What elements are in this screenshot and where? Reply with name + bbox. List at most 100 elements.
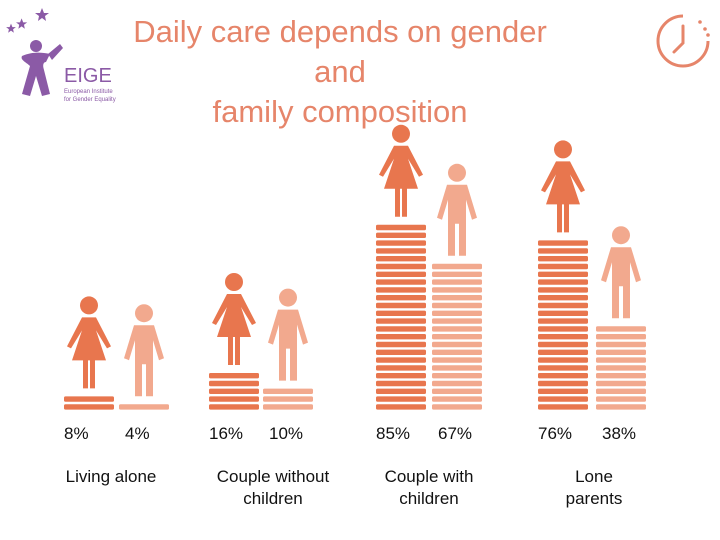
clock-icon: [656, 14, 710, 68]
data-label: 4%: [125, 424, 150, 443]
category-label: Living alone: [65, 467, 157, 486]
page-title-line1: Daily care depends on gender and: [133, 14, 547, 89]
bar-stripe: [376, 341, 426, 348]
bar-stripe: [596, 349, 646, 355]
bar-men-0: [119, 404, 169, 410]
bar-stripe: [432, 373, 482, 379]
bar-stripe: [596, 404, 646, 410]
bar-stripe: [432, 380, 482, 387]
bar-stripe: [376, 357, 426, 363]
bar-stripe: [596, 380, 646, 387]
bar-stripe: [376, 271, 426, 277]
bar-stripe: [376, 240, 426, 246]
bar-stripe: [432, 271, 482, 277]
bar-stripe: [538, 271, 588, 277]
eige-logo-icon: EIGE European Institute for Gender Equal…: [6, 8, 116, 103]
bar-stripe: [538, 240, 588, 246]
bar-women-0: [64, 396, 114, 410]
woman-icon: [541, 140, 585, 233]
bar-stripe: [432, 287, 482, 293]
bar-stripe: [538, 310, 588, 316]
bar-stripe: [376, 334, 426, 340]
bar-stripe: [538, 357, 588, 363]
bar-stripe: [538, 287, 588, 293]
bar-stripe: [64, 396, 114, 402]
bar-stripe: [538, 365, 588, 371]
bar-stripe: [538, 373, 588, 379]
bar-stripe: [376, 326, 426, 332]
data-label: 8%: [64, 424, 89, 443]
bar-stripe: [432, 334, 482, 340]
bar-stripe: [432, 295, 482, 301]
bar-stripe: [376, 279, 426, 285]
svg-text:European Institute: European Institute: [64, 89, 113, 95]
bar-stripe: [596, 341, 646, 348]
category-label: Couple with children: [384, 467, 474, 508]
svg-text:for Gender Equality: for Gender Equality: [64, 97, 116, 103]
bar-stripe: [538, 263, 588, 270]
bar-stripe: [376, 396, 426, 402]
bar-stripe: [376, 310, 426, 316]
bar-stripe: [596, 396, 646, 402]
data-label: 10%: [269, 424, 304, 443]
bar-stripe: [376, 388, 426, 394]
bar-stripe: [538, 380, 588, 387]
bar-stripe: [209, 388, 259, 394]
bar-stripe: [64, 404, 114, 410]
bar-stripe: [432, 263, 482, 270]
woman-icon: [379, 124, 423, 217]
bar-stripe: [432, 349, 482, 355]
bar-stripe: [263, 396, 313, 402]
bar-men-1: [263, 388, 313, 410]
svg-text:EIGE: EIGE: [64, 65, 112, 87]
bar-stripe: [538, 349, 588, 355]
bar-stripe: [432, 396, 482, 402]
man-icon: [268, 288, 308, 381]
bar-stripe: [538, 295, 588, 301]
category-label: Couple without children: [216, 467, 330, 508]
bar-stripe: [376, 287, 426, 293]
bar-stripe: [432, 326, 482, 332]
bar-stripe: [432, 365, 482, 371]
bar-women-3: [538, 240, 588, 410]
bar-stripe: [538, 248, 588, 254]
bar-stripe: [376, 256, 426, 262]
bar-stripe: [538, 256, 588, 262]
bar-stripe: [538, 396, 588, 402]
bar-stripe: [376, 365, 426, 371]
page-title: Daily care depends on gender and family …: [120, 12, 560, 132]
woman-icon: [212, 273, 256, 365]
bar-stripe: [538, 326, 588, 332]
bar-stripe: [432, 341, 482, 348]
bar-stripe: [376, 263, 426, 270]
man-icon: [437, 163, 477, 256]
data-label: 76%: [538, 424, 573, 443]
data-label: 67%: [438, 424, 473, 443]
bar-stripe: [263, 388, 313, 394]
bar-stripe: [538, 388, 588, 394]
bar-stripe: [596, 388, 646, 394]
bar-stripe: [263, 404, 313, 410]
bar-men-3: [596, 326, 646, 410]
man-icon: [601, 226, 641, 319]
bar-stripe: [376, 380, 426, 387]
page-title-line2: family composition: [212, 94, 468, 129]
bar-stripe: [209, 373, 259, 379]
bar-stripe: [596, 326, 646, 332]
bar-stripe: [376, 232, 426, 238]
bar-stripe: [596, 334, 646, 340]
bar-stripe: [432, 404, 482, 410]
data-label: 38%: [602, 424, 637, 443]
bar-women-2: [376, 224, 426, 410]
data-label: 16%: [209, 424, 244, 443]
bar-stripe: [538, 318, 588, 324]
bar-stripe: [209, 380, 259, 387]
bar-stripe: [538, 302, 588, 309]
bar-stripe: [596, 357, 646, 363]
bar-stripe: [596, 365, 646, 371]
bar-stripe: [432, 279, 482, 285]
bar-stripe: [538, 334, 588, 340]
woman-icon: [67, 296, 111, 389]
category-label: Lone parents: [565, 467, 623, 508]
